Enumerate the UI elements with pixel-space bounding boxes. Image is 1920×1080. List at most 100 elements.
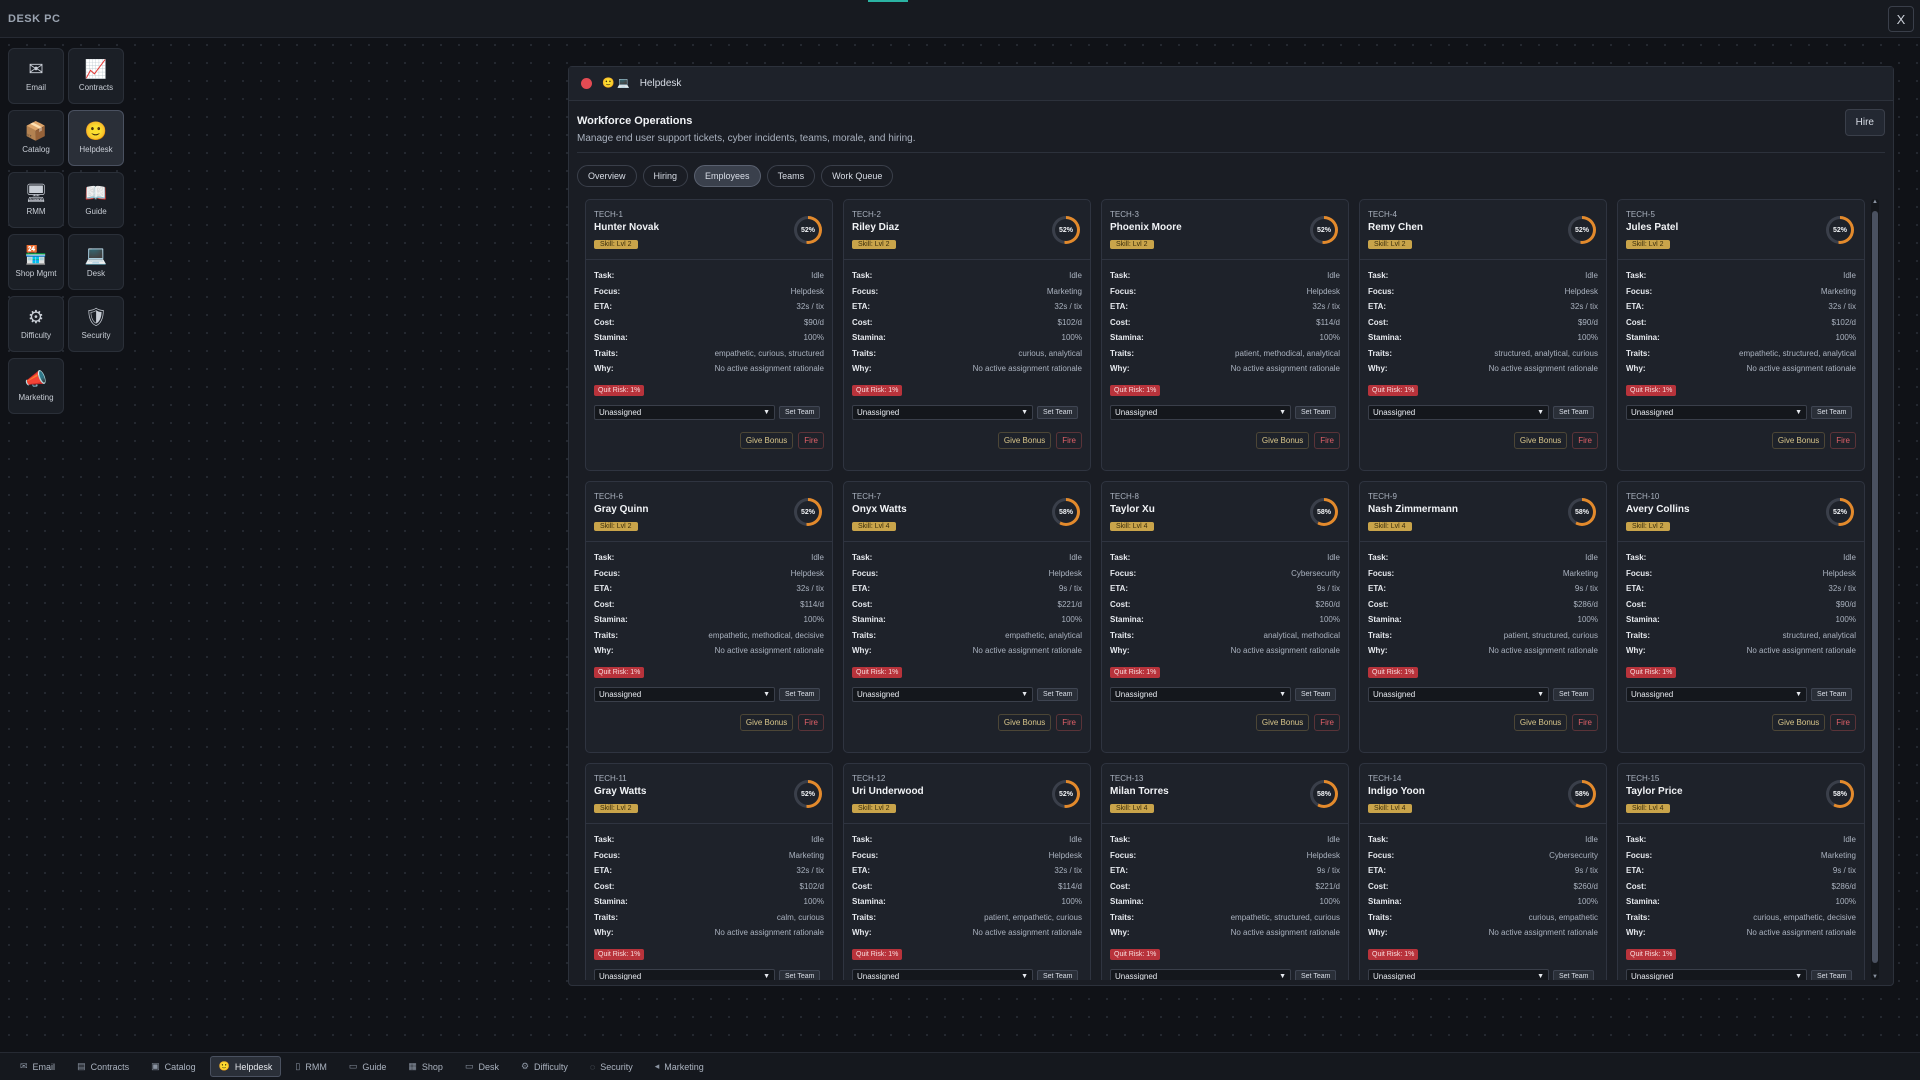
skill-badge: Skill: Lvl 2 [1626, 522, 1670, 531]
desktop-icon-contracts[interactable]: 📈 Contracts [68, 48, 124, 104]
taskbar-item-guide[interactable]: ▭ Guide [341, 1057, 395, 1076]
field-value: curious, analytical [1018, 348, 1082, 358]
fire-button[interactable]: Fire [798, 431, 824, 449]
field-traits: Traits: curious, empathetic, decisive [1626, 910, 1856, 926]
fire-button[interactable]: Fire [798, 713, 824, 731]
fire-button[interactable]: Fire [1314, 713, 1340, 731]
set-team-button[interactable]: Set Team [1811, 687, 1853, 701]
hire-button[interactable]: Hire [1844, 109, 1885, 136]
team-select[interactable]: Unassigned ▼ [852, 968, 1033, 980]
desktop-icon-email[interactable]: ✉ Email [8, 48, 64, 104]
window-titlebar[interactable]: 🙂 💻 Helpdesk [569, 67, 1893, 101]
taskbar-item-contracts[interactable]: ▤ Contracts [69, 1057, 137, 1076]
desktop-icon-catalog[interactable]: 📦 Catalog [8, 110, 64, 166]
give-bonus-button[interactable]: Give Bonus [739, 431, 794, 449]
set-team-button[interactable]: Set Team [779, 687, 821, 701]
employee-name: Uri Underwood [852, 786, 924, 797]
team-select[interactable]: Unassigned ▼ [1626, 404, 1807, 420]
team-select[interactable]: Unassigned ▼ [1368, 968, 1549, 980]
desktop-icon-rmm[interactable]: 🖥 RMM [8, 172, 64, 228]
set-team-button[interactable]: Set Team [1553, 405, 1595, 419]
set-team-button[interactable]: Set Team [1811, 405, 1853, 419]
fire-button[interactable]: Fire [1056, 431, 1082, 449]
team-select[interactable]: Unassigned ▼ [594, 968, 775, 980]
team-select[interactable]: Unassigned ▼ [1110, 686, 1291, 702]
set-team-button[interactable]: Set Team [1295, 405, 1337, 419]
field-stamina: Stamina: 100% [1368, 330, 1598, 346]
give-bonus-button[interactable]: Give Bonus [1255, 713, 1310, 731]
scroll-down-icon[interactable]: ▼ [1872, 974, 1878, 980]
set-team-button[interactable]: Set Team [1811, 969, 1853, 980]
field-value: 32s / tix [1828, 302, 1856, 312]
desktop-icon-security[interactable]: 🛡 Security [68, 296, 124, 352]
tab-hiring[interactable]: Hiring [642, 165, 689, 187]
tab-employees[interactable]: Employees [694, 165, 761, 187]
desktop-icon-marketing[interactable]: 📣 Marketing [8, 358, 64, 414]
tab-work-queue[interactable]: Work Queue [821, 165, 894, 187]
fire-button[interactable]: Fire [1572, 713, 1598, 731]
team-select[interactable]: Unassigned ▼ [1368, 686, 1549, 702]
card-divider [586, 259, 832, 260]
taskbar-item-desk[interactable]: ▭ Desk [457, 1057, 507, 1076]
give-bonus-button[interactable]: Give Bonus [739, 713, 794, 731]
set-team-button[interactable]: Set Team [779, 969, 821, 980]
give-bonus-button[interactable]: Give Bonus [1513, 431, 1568, 449]
desktop-icon-guide[interactable]: 📖 Guide [68, 172, 124, 228]
desktop-icon-desk[interactable]: 💻 Desk [68, 234, 124, 290]
fire-button[interactable]: Fire [1314, 431, 1340, 449]
set-team-button[interactable]: Set Team [779, 405, 821, 419]
taskbar-item-difficulty[interactable]: ⚙ Difficulty [513, 1057, 576, 1076]
scrollbar-thumb[interactable] [1872, 211, 1878, 963]
fire-button[interactable]: Fire [1572, 431, 1598, 449]
taskbar-item-catalog[interactable]: ▣ Catalog [143, 1057, 204, 1076]
taskbar-item-helpdesk[interactable]: 🙂 Helpdesk [209, 1056, 282, 1077]
set-team-button[interactable]: Set Team [1037, 405, 1079, 419]
taskbar-item-email[interactable]: ✉ Email [12, 1057, 63, 1076]
team-select[interactable]: Unassigned ▼ [594, 686, 775, 702]
desktop-icon-helpdesk[interactable]: 🙂 Helpdesk [68, 110, 124, 166]
fire-button[interactable]: Fire [1830, 713, 1856, 731]
contracts-icon: 📈 [84, 59, 108, 79]
scroll-up-icon[interactable]: ▲ [1872, 199, 1878, 205]
team-select[interactable]: Unassigned ▼ [852, 686, 1033, 702]
taskbar-item-marketing[interactable]: ◂ Marketing [647, 1057, 712, 1076]
scrollbar[interactable]: ▲ ▼ [1871, 199, 1879, 980]
field-task: Task: Idle [1368, 268, 1598, 284]
field-value: $90/d [1835, 599, 1856, 609]
field-label: Why: [852, 928, 872, 938]
give-bonus-button[interactable]: Give Bonus [1771, 431, 1826, 449]
card-divider [1360, 823, 1606, 824]
desktop-icon-shop-mgmt[interactable]: 🏪 Shop Mgmt [8, 234, 64, 290]
taskbar-item-rmm[interactable]: ▯ RMM [287, 1057, 334, 1076]
set-team-button[interactable]: Set Team [1295, 969, 1337, 980]
set-team-button[interactable]: Set Team [1037, 969, 1079, 980]
fire-button[interactable]: Fire [1830, 431, 1856, 449]
team-select[interactable]: Unassigned ▼ [1110, 404, 1291, 420]
give-bonus-button[interactable]: Give Bonus [997, 431, 1052, 449]
desktop-icon-difficulty[interactable]: ⚙ Difficulty [8, 296, 64, 352]
taskbar-item-shop[interactable]: ▦ Shop [400, 1057, 451, 1076]
taskbar-item-security[interactable]: ◌ Security [582, 1058, 641, 1076]
set-team-button[interactable]: Set Team [1295, 687, 1337, 701]
give-bonus-button[interactable]: Give Bonus [1513, 713, 1568, 731]
set-team-button[interactable]: Set Team [1037, 687, 1079, 701]
tab-teams[interactable]: Teams [766, 165, 816, 187]
team-select[interactable]: Unassigned ▼ [594, 404, 775, 420]
set-team-button[interactable]: Set Team [1553, 687, 1595, 701]
team-select[interactable]: Unassigned ▼ [1626, 686, 1807, 702]
field-label: Focus: [1110, 850, 1137, 860]
team-select[interactable]: Unassigned ▼ [1368, 404, 1549, 420]
window-close-dot[interactable] [581, 78, 592, 89]
card-actions: Give Bonus Fire [1368, 431, 1598, 449]
give-bonus-button[interactable]: Give Bonus [1255, 431, 1310, 449]
field-cost: Cost: $114/d [594, 597, 824, 613]
give-bonus-button[interactable]: Give Bonus [997, 713, 1052, 731]
team-select[interactable]: Unassigned ▼ [852, 404, 1033, 420]
give-bonus-button[interactable]: Give Bonus [1771, 713, 1826, 731]
set-team-button[interactable]: Set Team [1553, 969, 1595, 980]
fire-button[interactable]: Fire [1056, 713, 1082, 731]
team-select[interactable]: Unassigned ▼ [1110, 968, 1291, 980]
team-select[interactable]: Unassigned ▼ [1626, 968, 1807, 980]
tab-overview[interactable]: Overview [577, 165, 637, 187]
close-icon[interactable]: X [1888, 6, 1914, 32]
